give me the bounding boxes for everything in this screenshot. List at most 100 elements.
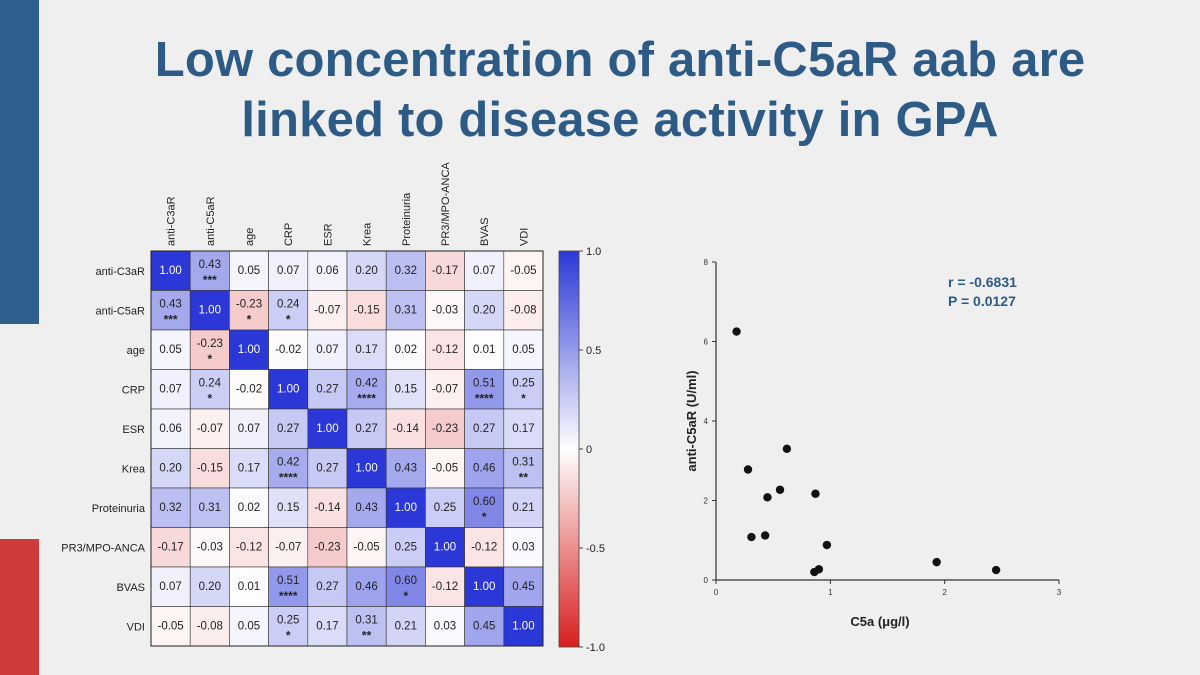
heatmap-significance: *** [203,273,217,287]
heatmap-cell-value: -0.03 [432,305,458,317]
heatmap-significance: **** [357,392,376,406]
heatmap-cell [307,250,348,291]
heatmap-cell-value: -0.15 [197,463,223,475]
heatmap-cell [229,250,269,291]
heatmap-cell-value: 0.43 [395,463,417,475]
heatmap-cell-value: -0.17 [432,265,458,277]
heatmap-cell-value: 0.05 [238,621,260,633]
heatmap-cell-value: -0.23 [236,299,262,311]
heatmap-cell-value: 0.27 [316,384,338,396]
scatter-point [763,493,772,502]
heatmap-cell-value: -0.12 [471,542,497,554]
heatmap-cell [425,408,465,449]
x-tick-label: 0 [714,588,719,597]
heatmap-cell [346,250,387,291]
heatmap-column-label: BVAS [479,217,491,246]
heatmap-cell [229,566,269,607]
heatmap-significance: **** [475,392,494,406]
heatmap-cell-value: 0.46 [355,581,377,593]
heatmap-cell-value: 1.00 [199,305,221,317]
heatmap-cell-value: 1.00 [434,542,456,554]
heatmap-cell-value: -0.23 [314,542,340,554]
heatmap-cell-value: -0.05 [432,463,458,475]
heatmap-cell-value: 0.05 [512,344,534,356]
heatmap-cell [464,408,505,449]
y-tick-label: 6 [704,338,709,347]
heatmap-cell-value: 0.17 [316,621,338,633]
heatmap-cell-value: 0.03 [512,542,534,554]
heatmap-cell [503,527,544,568]
heatmap-cell [503,369,544,410]
heatmap-cell-value: -0.15 [353,305,379,317]
heatmap-column-label: age [244,228,256,246]
heatmap-cell-value: 0.60 [473,496,495,508]
heatmap-cell [268,408,309,449]
heatmap-cell-value: 0.31 [355,615,377,627]
heatmap-cell-value: -0.23 [432,423,458,435]
heatmap-significance: * [207,352,212,366]
heatmap-cell [385,329,426,370]
heatmap-significance: * [521,392,526,406]
heatmap-cell-value: 0.15 [395,384,417,396]
heatmap-cell [189,606,230,647]
heatmap-cell [503,290,544,331]
heatmap-cell [346,290,387,331]
heatmap-cell-value: 0.43 [355,502,377,514]
heatmap-cell-value: 0.43 [159,299,181,311]
heatmap-cell [229,487,269,528]
colorbar-tick-label: 0 [586,444,592,456]
heatmap-cell-value: 0.01 [238,581,260,593]
heatmap-cell [268,250,309,291]
heatmap-cell [503,606,544,647]
heatmap-row-label: anti-C5aR [95,305,145,317]
heatmap-cell-value: 0.42 [277,457,299,469]
heatmap-cell [503,408,544,449]
heatmap-cell [464,527,505,568]
heatmap-significance: * [207,392,212,406]
heatmap-cell [425,527,465,568]
heatmap-cell [268,566,309,607]
heatmap-cell-value: -0.02 [275,344,301,356]
y-tick-label: 4 [704,417,709,426]
heatmap-cell [503,250,544,291]
p-value: P = 0.0127 [948,293,1016,309]
heatmap-significance: *** [164,313,178,327]
heatmap-cell-value: 0.45 [512,581,534,593]
heatmap-significance: * [286,629,291,643]
heatmap-cell-value: 0.05 [238,265,260,277]
heatmap-cell-value: -0.12 [432,581,458,593]
heatmap-cell [425,329,465,370]
heatmap-significance: * [403,589,408,603]
heatmap-cell-value: 0.46 [473,463,495,475]
heatmap-cell [268,448,309,489]
heatmap-cell-value: 0.07 [473,265,495,277]
heatmap-cell [268,369,309,410]
heatmap-cell [189,566,230,607]
heatmap-cell [385,487,426,528]
correlation-r: r = -0.6831 [948,274,1017,290]
heatmap-cell [189,527,230,568]
heatmap-row-label: BVAS [116,582,145,594]
heatmap-cell [425,250,465,291]
heatmap-significance: **** [279,589,298,603]
heatmap-cell [307,408,348,449]
heatmap-cell [189,408,230,449]
heatmap-cell-value: 0.20 [199,581,221,593]
heatmap-cell [189,487,230,528]
heatmap-cell [425,606,465,647]
heatmap-cell-value: 0.20 [355,265,377,277]
heatmap-cell [150,606,191,647]
heatmap-cell-value: 0.27 [277,423,299,435]
heatmap-cell-value: 0.07 [316,344,338,356]
slide-title: Low concentration of anti-C5aR aab are l… [40,30,1200,150]
heatmap-cell-value: 0.27 [355,423,377,435]
heatmap-cell-value: 0.06 [159,423,181,435]
heatmap-cell-value: 0.31 [199,502,221,514]
heatmap-cell-value: 0.25 [512,378,534,390]
heatmap-column-label: anti-C3aR [166,196,178,246]
heatmap-cell [150,369,191,410]
heatmap-cell-value: -0.07 [275,542,301,554]
heatmap-cell [346,408,387,449]
heatmap-cell [150,487,191,528]
